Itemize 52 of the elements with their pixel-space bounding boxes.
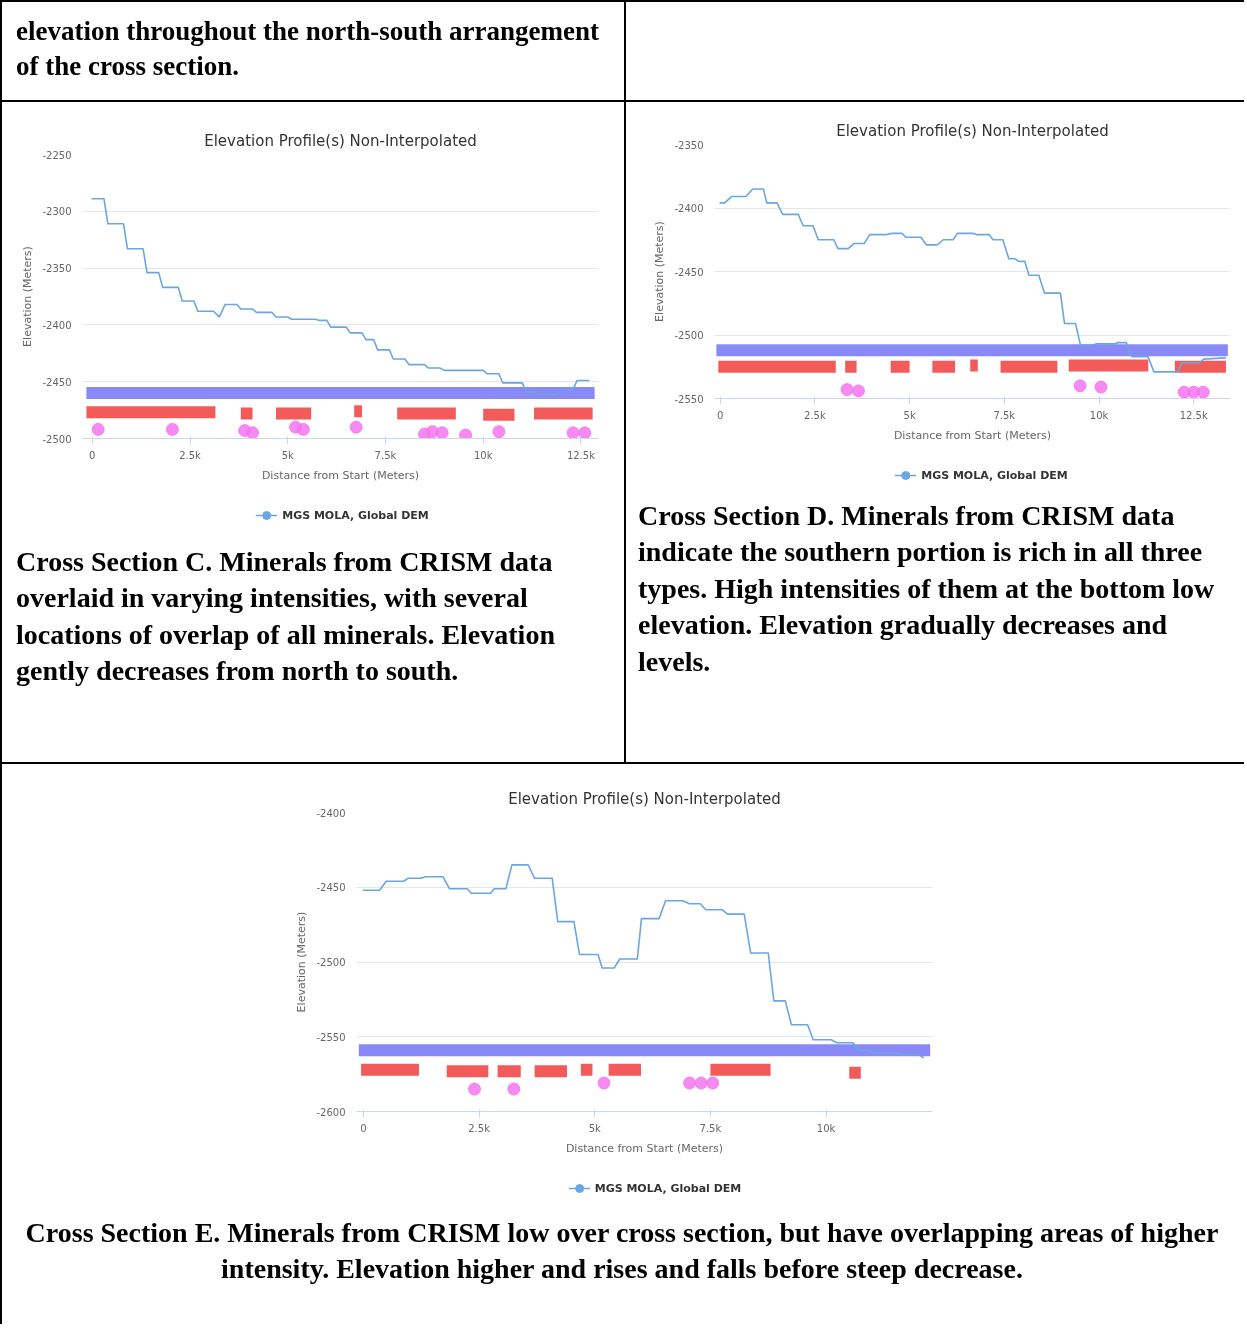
x-tick-label: 2.5k — [468, 1122, 491, 1134]
text: elevation throughout the north-south arrangement of the cross section. — [16, 15, 600, 84]
x-tick-label: 5k — [281, 449, 295, 461]
y-tick-label: -2450 — [42, 376, 72, 388]
text: Cross Section D. Minerals from CRISM data indicate the southern portion is rich in all three types. High intensities of them at the bottom low elevation. Elevation gradually decreases and levels. — [638, 499, 1216, 679]
y-tick-label: -2500 — [316, 957, 346, 968]
y-tick-label: -2500 — [674, 330, 704, 341]
y-tick-label: -2350 — [42, 263, 72, 275]
y-tick-label: -2450 — [316, 882, 346, 894]
y-tick-label: -2400 — [42, 319, 72, 331]
x-tick-label: 10k — [473, 449, 493, 461]
x-tick-label: 0 — [89, 449, 96, 461]
x-axis-title: Distance from Start (Meters) — [261, 468, 420, 482]
y-tick-label: -2500 — [42, 433, 72, 445]
y-tick-label: -2450 — [674, 266, 704, 278]
x-tick-label: 0 — [717, 409, 724, 421]
x-axis-title: Distance from Start (Meters) — [565, 1141, 724, 1155]
y-tick-label: -2550 — [674, 393, 704, 405]
legend-label: MGS MOLA, Global DEM — [921, 468, 1068, 482]
y-tick-label: -2300 — [42, 206, 72, 218]
line-series — [362, 864, 925, 1059]
y-tick-label: -2350 — [674, 139, 704, 151]
y-axis-title: Elevation (Meters) — [653, 221, 667, 322]
x-tick-label: 10k — [1089, 409, 1109, 421]
x-tick-label: 7.5k — [993, 409, 1016, 421]
y-axis-title: Elevation (Meters) — [21, 246, 35, 347]
text: Cross Section C. Minerals from CRISM data overlaid in varying intensities, with several locations of overlap of all minerals. Elevation gently decreases from north to south. — [16, 545, 556, 689]
x-tick-label: 12.5k — [566, 449, 596, 461]
chart-title: Elevation Profile(s) Non-Interpolated — [204, 131, 477, 150]
x-tick-label: 7.5k — [699, 1122, 722, 1134]
y-axis-title: Elevation (Meters) — [295, 911, 309, 1013]
x-tick-label: 5k — [588, 1122, 602, 1134]
line-series — [719, 188, 1226, 373]
x-tick-label: 0 — [360, 1122, 367, 1134]
x-tick-label: 7.5k — [374, 449, 397, 461]
x-tick-label: 12.5k — [1179, 409, 1208, 421]
x-axis-title: Distance from Start (Meters) — [893, 428, 1052, 442]
y-tick-label: -2600 — [316, 1106, 346, 1118]
y-tick-label: -2400 — [674, 203, 704, 214]
chart-title: Elevation Profile(s) Non-Interpolated — [836, 121, 1109, 140]
y-tick-label: -2550 — [316, 1031, 346, 1043]
x-tick-label: 10k — [816, 1122, 836, 1134]
chart-title: Elevation Profile(s) Non-Interpolated — [508, 789, 781, 808]
y-tick-label: -2250 — [42, 149, 72, 161]
x-tick-label: 2.5k — [179, 449, 202, 461]
x-tick-label: 2.5k — [804, 409, 826, 421]
legend-label: MGS MOLA, Global DEM — [282, 508, 429, 522]
legend-label: MGS MOLA, Global DEM — [594, 1181, 742, 1195]
y-tick-label: -2400 — [316, 807, 346, 819]
line-series — [91, 198, 590, 395]
text: Cross Section E. Minerals from CRISM low over cross section, but have overlapping areas of higher intensity. Elevation higher and rises and falls before steep decrease. — [24, 1216, 1220, 1287]
x-tick-label: 5k — [903, 409, 916, 421]
